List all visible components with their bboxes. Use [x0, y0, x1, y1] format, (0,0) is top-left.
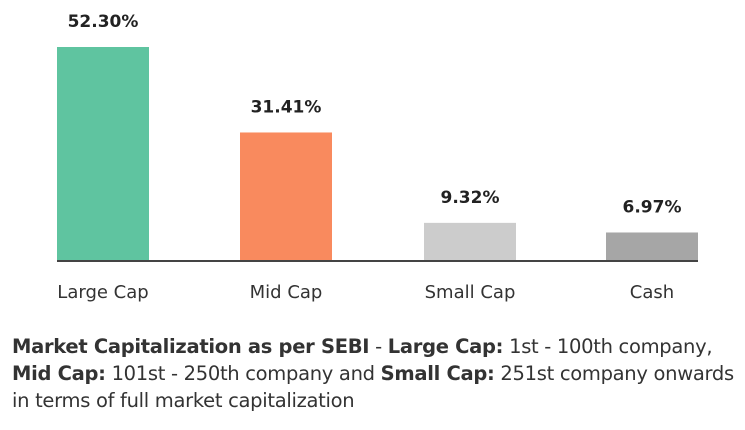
category-label-cash: Cash	[630, 282, 674, 303]
note-term: Market Capitalization as per SEBI	[12, 335, 370, 358]
note-term: Large Cap:	[387, 335, 504, 358]
market-cap-bar-chart: 52.30% Large Cap 31.41% Mid Cap 9.32% Small C…	[57, 12, 698, 303]
note-text: 101st - 250th company and	[105, 362, 381, 385]
bar-cash	[606, 232, 698, 261]
note-term: Mid Cap:	[12, 362, 106, 385]
bar-large-cap	[57, 47, 149, 261]
bar-mid-cap	[240, 132, 332, 261]
category-label-small-cap: Small Cap	[425, 282, 516, 303]
bar-small-cap	[424, 222, 516, 261]
note-text: 251st company onwards in terms of full m…	[12, 362, 734, 412]
category-label-mid-cap: Mid Cap	[250, 282, 323, 303]
value-label-mid-cap: 31.41%	[251, 97, 322, 117]
note-text: -	[369, 335, 388, 358]
note-text: 1st - 100th company,	[503, 335, 713, 358]
value-label-small-cap: 9.32%	[441, 188, 500, 208]
value-label-large-cap: 52.30%	[68, 12, 139, 32]
category-label-large-cap: Large Cap	[57, 282, 148, 303]
value-label-cash: 6.97%	[623, 197, 682, 217]
market-cap-definition-note: Market Capitalization as per SEBI - Larg…	[12, 333, 737, 414]
note-term: Small Cap:	[380, 362, 495, 385]
